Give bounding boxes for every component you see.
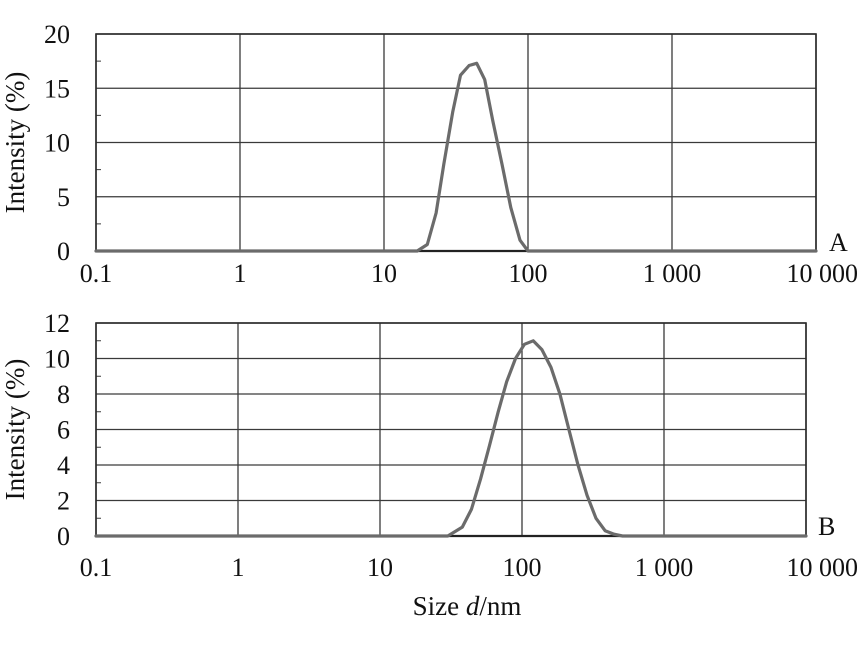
y-tick-label: 6 (57, 416, 70, 445)
panel-label: A (829, 228, 848, 257)
y-tick-label: 15 (44, 74, 70, 103)
y-tick-label: 4 (57, 451, 70, 480)
x-tick-label: 10 000 (787, 259, 859, 288)
y-axis-label: Intensity (%) (0, 72, 30, 214)
chart-panel-a: 0 5 10 15 20 0.1 1 10 100 1 000 10 000 Intensity (%… (0, 20, 858, 288)
y-tick-label: 20 (44, 20, 70, 49)
y-axis-label: Intensity (%) (0, 359, 30, 501)
y-tick-label: 0 (57, 237, 70, 266)
y-tick-label: 0 (57, 522, 70, 551)
x-tick-label: 10 (367, 553, 393, 582)
x-tick-label: 10 000 (787, 553, 859, 582)
x-tick-label: 10 (371, 259, 397, 288)
series-line (94, 61, 818, 253)
y-tick-label: 2 (57, 487, 70, 516)
y-tick-label: 10 (44, 345, 70, 374)
x-tick-label: 100 (503, 553, 542, 582)
y-tick-label: 8 (57, 380, 70, 409)
x-tick-label: 1 000 (635, 553, 694, 582)
chart-panel-b: 0 2 4 6 8 10 12 0.1 1 10 100 1 000 10 000 Intensity (… (0, 309, 858, 621)
y-tick-label: 5 (57, 183, 70, 212)
x-tick-label: 1 (234, 259, 247, 288)
x-axis-label: Size d/nm (413, 591, 522, 621)
y-tick-label: 12 (44, 309, 70, 338)
y-tick-label: 10 (44, 129, 70, 158)
x-tick-label: 100 (509, 259, 548, 288)
panel-label: B (818, 512, 835, 541)
x-tick-label: 1 (232, 553, 245, 582)
x-tick-label: 0.1 (80, 553, 113, 582)
series-line (94, 339, 808, 538)
x-tick-label: 0.1 (80, 259, 113, 288)
x-tick-label: 1 000 (643, 259, 702, 288)
